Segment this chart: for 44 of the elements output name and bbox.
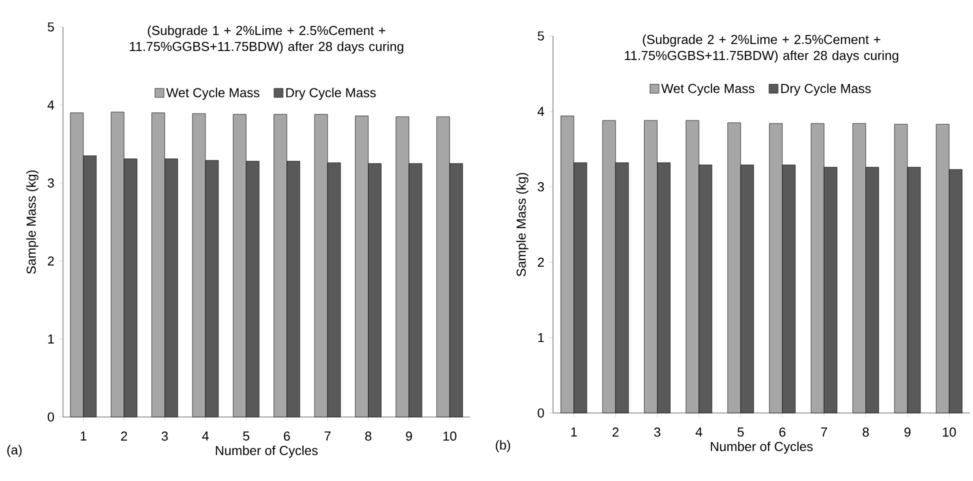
x-tick-label: 9 [406,432,412,441]
y-tick-label: 4 [48,100,54,110]
x-tick-label: 6 [284,432,290,441]
x-tick-label: 10 [942,428,956,437]
x-tick-label: 5 [243,432,250,441]
text: (a) [7,444,22,458]
x-tick-label: 4 [202,432,209,440]
chart-title: (Subgrade 1 + 2%Lime + 2.5%Cement + 11.75%GGBS+11.75BDW) after 28 days curing [130,26,404,54]
x-axis-title: Number of Cycles [710,442,813,454]
chart-title: (Subgrade 2 + 2%Lime + 2.5%Cement + 11.75%GGBS+11.75BDW) after 28 days curing [624,34,898,63]
y-tick-label: 5 [538,31,544,41]
y-axis-title: Sample Mass (kg) [26,170,38,274]
y-tick-label: 4 [538,106,544,116]
x-tick-label: 7 [324,432,331,440]
x-tick-label: 8 [862,428,869,437]
legend-label: Wet Cycle Mass [166,88,260,100]
x-tick-label: 10 [443,432,456,441]
y-axis-title: Sample Mass (kg) [516,172,528,276]
x-tick-label: 3 [162,432,168,441]
x-tick-label: 7 [821,428,828,436]
x-tick-label: 2 [612,428,619,437]
x-tick-label: 1 [80,432,86,440]
legend-label: Dry Cycle Mass [286,88,376,100]
x-tick-label: 1 [571,428,577,436]
y-tick-label: 0 [538,408,544,418]
text: (b) [496,440,510,452]
y-tick-label: 2 [538,258,544,267]
y-tick-label: 3 [48,178,54,188]
y-tick-label: 5 [48,22,54,32]
x-tick-label: 6 [779,428,786,437]
x-tick-label: 8 [365,432,372,441]
y-tick-label: 1 [538,333,544,342]
legend-label: Dry Cycle Mass [781,84,871,96]
x-axis-title: Number of Cycles [216,446,318,458]
legend-label: Wet Cycle Mass [661,84,754,96]
y-tick-label: 3 [538,182,544,192]
x-tick-label: 3 [654,428,660,437]
y-tick-label: 0 [48,412,54,422]
x-tick-label: 9 [904,428,910,437]
x-tick-label: 4 [696,428,702,436]
y-tick-label: 1 [48,334,54,344]
y-tick-label: 2 [48,256,54,266]
x-tick-label: 2 [121,432,128,441]
x-tick-label: 5 [738,428,744,437]
